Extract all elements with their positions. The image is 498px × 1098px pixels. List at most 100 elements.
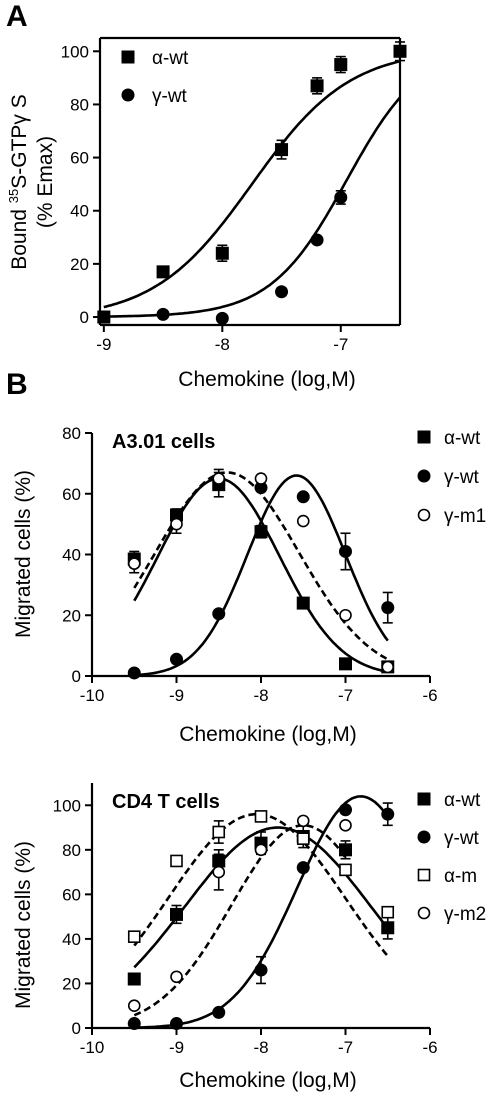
x-tick-label: -10: [80, 1038, 105, 1057]
data-point-α-wt: [215, 246, 229, 260]
data-point-α-wt: [296, 596, 310, 610]
x-tick-label: -7: [333, 335, 348, 354]
y-tick-label: 20: [62, 606, 81, 625]
data-point-α-wt: [339, 843, 352, 857]
chart-b1-migration-a301: 0 20 40 60 80 -10 -9 -8 -7 -6 α-wt γ-wt γ-m1 A3.01 c…: [12, 424, 486, 746]
y-tick-label: 40: [62, 546, 81, 565]
chart-a-y-label-superscript: 35: [6, 189, 21, 203]
y-tick-label: 60: [62, 885, 81, 904]
y-tick-label: 80: [62, 424, 81, 443]
y-tick-label: 60: [62, 485, 81, 504]
x-tick-label: -8: [215, 335, 230, 354]
data-point-γ-m2: [127, 999, 141, 1013]
data-point-γ-wt: [170, 652, 183, 666]
data-point-γ-wt: [215, 311, 229, 325]
data-point-γ-m2: [212, 865, 226, 879]
data-point-α-wt: [310, 79, 324, 93]
data-point-α-wt: [127, 972, 141, 986]
data-point-α-m: [212, 825, 226, 839]
chart-b1-x-axis-label: Chemokine (log,M): [179, 723, 356, 746]
legend-label-α-m: α-m: [444, 866, 477, 887]
y-tick-label: 0: [72, 1019, 81, 1038]
data-point-γ-wt: [275, 285, 289, 299]
x-tick-label: -9: [169, 686, 184, 705]
data-point-γ-wt: [170, 1017, 183, 1031]
data-point-γ-wt: [254, 963, 268, 977]
chart-a-x-axis-label: Chemokine (log,M): [178, 368, 355, 391]
data-point-α-m: [170, 854, 183, 868]
chart-b1-y-axis-label: Migrated cells (%): [12, 470, 35, 638]
legend-label-γ-m1: γ-m1: [444, 506, 486, 527]
data-point-α-m: [339, 863, 352, 877]
x-tick-label: -6: [422, 1038, 437, 1057]
data-point-γ-wt: [296, 490, 310, 504]
data-point-α-m: [296, 832, 310, 845]
data-point-γ-m2: [254, 843, 268, 857]
data-point-α-wt: [334, 58, 348, 72]
legend-label-γ-m2: γ-m2: [444, 904, 486, 925]
legend-marker-α-m: [417, 868, 431, 882]
data-point-α-m: [127, 930, 141, 943]
legend-label-α-wt: α-wt: [444, 428, 481, 449]
data-point-γ-m1: [212, 472, 226, 485]
data-point-α-wt: [275, 143, 289, 157]
data-point-γ-m1: [296, 514, 310, 528]
legend-marker-γ-wt: [417, 830, 431, 844]
data-point-γ-m1: [339, 608, 352, 622]
y-tick-label: 40: [62, 930, 81, 949]
data-point-α-wt: [156, 265, 170, 279]
legend-label-α-wt: α-wt: [152, 48, 189, 69]
data-point-γ-wt: [254, 481, 268, 495]
data-point-γ-wt: [127, 1017, 141, 1031]
data-point-α-m: [254, 810, 268, 823]
x-tick-label: -8: [253, 686, 268, 705]
data-point-α-m: [381, 905, 395, 919]
fit-curve-α-wt: [133, 477, 389, 674]
data-point-γ-wt: [334, 190, 348, 204]
fit-curve-γ-wt: [134, 474, 389, 677]
chart-a-y-axis-label-line1: Bound 35S-GTPγ S: [6, 94, 31, 270]
data-point-γ-wt: [393, 44, 407, 58]
chart-a-y-axis-label-line2: (% Emax): [34, 136, 57, 228]
y-tick-label: 100: [61, 42, 89, 61]
x-tick-label: -7: [338, 1038, 353, 1057]
x-tick-label: -9: [169, 1038, 184, 1057]
data-point-γ-m1: [127, 557, 141, 570]
data-point-γ-wt: [339, 544, 352, 558]
chart-b2-x-axis-label: Chemokine (log,M): [179, 1069, 356, 1092]
data-point-γ-wt: [212, 1005, 226, 1019]
panel-letter-a: A: [6, 0, 28, 33]
data-point-γ-m2: [296, 814, 310, 828]
legend-marker-γ-wt: [417, 469, 431, 483]
chart-a-y-label-part2: S-GTPγ S: [8, 94, 31, 189]
data-point-γ-wt: [381, 807, 395, 821]
panel-letter-b: B: [6, 368, 28, 401]
fit-curve-γ-wt: [103, 96, 401, 318]
data-point-γ-m1: [170, 517, 183, 531]
data-point-γ-wt: [156, 307, 170, 321]
y-tick-label: 60: [70, 149, 89, 168]
chart-a-y-label-part1: Bound: [8, 203, 31, 270]
data-point-γ-wt: [97, 310, 111, 324]
fit-curve-α-wt: [103, 59, 401, 309]
chart-b2-title: CD4 T cells: [112, 791, 220, 813]
data-point-γ-wt: [339, 803, 352, 817]
legend-label-γ-wt: γ-wt: [152, 86, 188, 107]
y-tick-label: 0: [72, 667, 81, 686]
data-point-γ-wt: [296, 861, 310, 875]
legend-marker-α-wt: [417, 792, 431, 806]
chart-b2-migration-cd4: 0 20 40 60 80 100 -10 -9 -8 -7 -6 α-wt γ-wt α-m γ-m2 C…: [12, 783, 486, 1092]
x-tick-label: -6: [422, 686, 437, 705]
legend-label-γ-wt: γ-wt: [444, 467, 480, 488]
data-point-α-wt: [254, 525, 268, 539]
fit-curve-γ-m2: [133, 823, 347, 1017]
data-point-γ-wt: [212, 607, 226, 621]
y-tick-label: 0: [80, 308, 89, 327]
x-tick-label: -7: [338, 686, 353, 705]
legend-marker-γ-wt: [121, 88, 135, 102]
chart-b1-title: A3.01 cells: [112, 431, 215, 453]
x-tick-label: -8: [253, 1038, 268, 1057]
y-tick-label: 20: [70, 255, 89, 274]
legend-label-α-wt: α-wt: [444, 790, 481, 811]
